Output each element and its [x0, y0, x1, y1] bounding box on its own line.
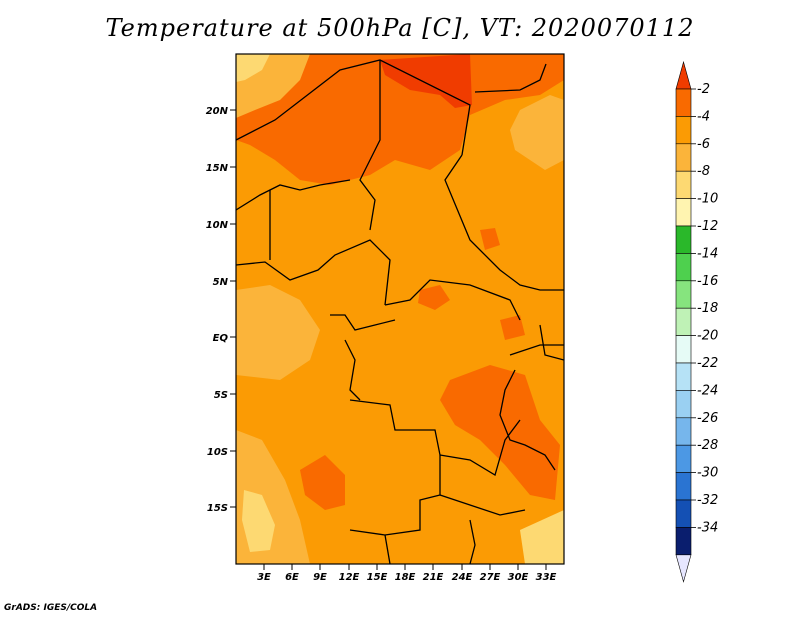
colorbar-segment — [675, 499, 692, 528]
colorbar-label: -22 — [697, 356, 718, 371]
colorbar-segment — [675, 116, 692, 145]
lat-label-15n: 15N — [206, 163, 229, 174]
credit-text: GrADS: IGES/COLA — [4, 603, 98, 613]
colorbar-segment — [675, 143, 692, 172]
colorbar-segment — [675, 307, 692, 336]
map-frame — [235, 53, 565, 565]
colorbar-label: -2 — [697, 82, 710, 97]
lon-label-30e: 30E — [508, 572, 529, 583]
colorbar-segment — [675, 390, 692, 419]
lon-label-21e: 21E — [423, 572, 444, 583]
colorbar-segment — [675, 444, 692, 473]
colorbar-label: -30 — [697, 466, 718, 481]
field-warm-east — [440, 365, 560, 500]
colorbar-label: -4 — [697, 109, 710, 124]
colorbar-label: -12 — [697, 219, 718, 234]
colorbar-label: -32 — [697, 493, 718, 508]
colorbar-segment — [675, 335, 692, 364]
lon-label-27e: 27E — [480, 572, 501, 583]
colorbar-segment — [675, 527, 692, 556]
lat-labels: 20N 15N 10N 5N EQ 5S 10S 15S — [206, 106, 229, 514]
lon-label-9e: 9E — [313, 572, 327, 583]
lat-label-eq: EQ — [213, 333, 229, 344]
colorbar-label: -24 — [697, 383, 718, 398]
field-cool-se — [520, 510, 564, 564]
colorbar-segments — [675, 60, 692, 583]
field-cool-nw2 — [236, 54, 270, 82]
lon-labels: 3E 6E 9E 12E 15E 18E 21E 24E 27E 30E 33E — [257, 572, 556, 583]
colorbar-segment — [675, 554, 692, 583]
colorbar-segment — [675, 253, 692, 282]
colorbar-label: -28 — [697, 438, 718, 453]
lat-label-15s: 15S — [207, 503, 228, 514]
lat-label-20n: 20N — [206, 106, 229, 117]
colorbar-label: -18 — [697, 301, 718, 316]
field-cool-ne — [510, 95, 564, 170]
colorbar-label: -14 — [697, 246, 718, 261]
axis-ticks — [230, 109, 547, 570]
chart-title: Temperature at 500hPa [C], VT: 202007011… — [105, 14, 695, 42]
colorbar-segment — [675, 362, 692, 391]
field-cool-w — [236, 285, 320, 380]
colorbar-label: -34 — [697, 520, 718, 535]
colorbar-segment — [675, 417, 692, 446]
lat-label-10s: 10S — [207, 447, 228, 458]
lon-label-18e: 18E — [395, 572, 416, 583]
lat-label-5s: 5S — [214, 390, 228, 401]
lon-label-33e: 33E — [536, 572, 557, 583]
field-warm-sw — [300, 455, 345, 510]
lat-label-5n: 5N — [213, 277, 229, 288]
field-cool-sw2 — [242, 490, 275, 552]
colorbar-label: -6 — [697, 137, 710, 152]
colorbar-segment — [675, 88, 692, 117]
country-borders — [236, 59, 564, 564]
lon-label-15e: 15E — [367, 572, 388, 583]
colorbar-labels: -2 -4 -6 -8 -10 -12 -14 -16 -18 -20 -22 -24 -26 -28 -3… — [691, 82, 718, 535]
lat-label-10n: 10N — [206, 220, 229, 231]
colorbar-segment — [675, 472, 692, 501]
lon-label-24e: 24E — [452, 572, 473, 583]
lon-label-6e: 6E — [285, 572, 299, 583]
colorbar-label: -8 — [697, 164, 710, 179]
colorbar-label: -10 — [697, 192, 718, 207]
colorbar-segment — [675, 170, 692, 199]
colorbar: -2 -4 -6 -8 -10 -12 -14 -16 -18 -20 -22 -24 -26 -28 -3… — [675, 60, 718, 583]
colorbar-segment — [675, 60, 692, 90]
colorbar-label: -20 — [697, 329, 718, 344]
colorbar-segment — [675, 225, 692, 254]
colorbar-label: -16 — [697, 274, 718, 289]
field-warm-dots — [418, 228, 525, 340]
temperature-field — [236, 54, 564, 564]
lon-label-12e: 12E — [339, 572, 360, 583]
colorbar-segment — [675, 198, 692, 227]
colorbar-label: -26 — [697, 411, 718, 426]
lon-label-3e: 3E — [257, 572, 271, 583]
colorbar-segment — [675, 280, 692, 309]
